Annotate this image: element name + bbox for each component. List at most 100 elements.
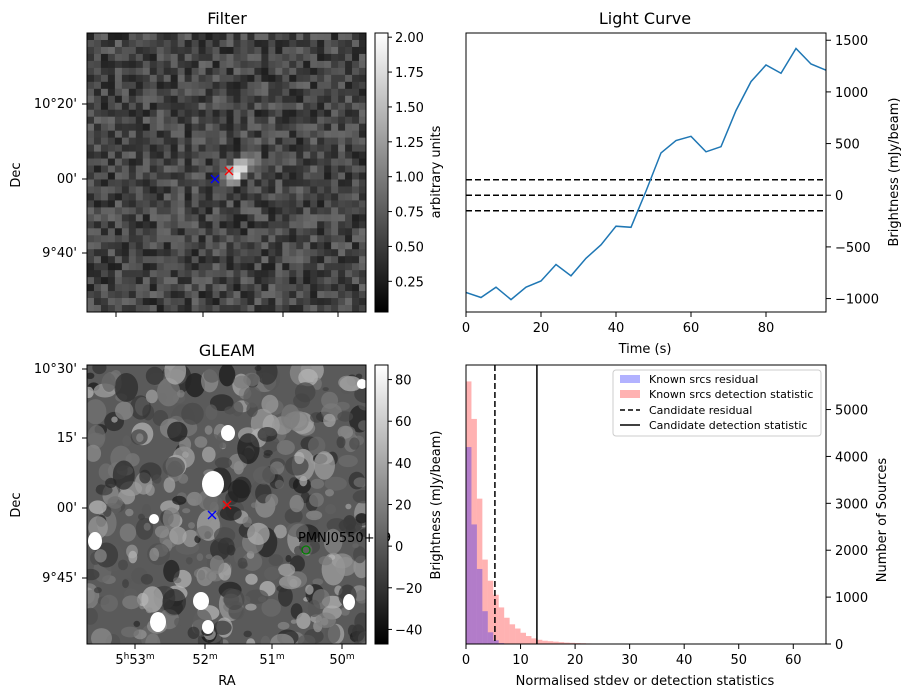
lightcurve-title: Light Curve [599,9,691,28]
colorbar-tick-label: −20 [395,582,422,597]
legend-entry: Known srcs detection statistic [649,388,813,401]
source-label: PMNJ0550+09 [298,531,391,546]
histogram-ytick-label: 2000 [835,544,868,559]
histogram-bar [515,628,521,644]
gleam-markers [207,500,232,520]
histogram-xtick-label: 60 [785,653,802,668]
filter-colorbar-ticks: 2.00 1.75 1.50 1.25 1.00 0.75 0.50 0.25 [388,31,424,290]
radio-source-blob [149,514,159,524]
histogram-bar [542,640,548,644]
legend-entry: Candidate residual [649,404,752,417]
radio-source-blob [343,594,355,610]
blue-x-marker [210,174,220,184]
histogram-xtick-label: 30 [621,653,638,668]
radio-source-blob [221,425,235,441]
gleam-xtick: 51m [259,652,284,668]
filter-ytick: 00' [57,172,77,187]
colorbar-tick-label: 60 [395,415,412,430]
histogram-xtick-label: 20 [567,653,584,668]
gleam-xtick: 5h53m [115,652,154,668]
histogram-xtick-label: 10 [512,653,529,668]
lightcurve-xtick-label: 0 [462,321,470,336]
gleam-xticks: 5h53m 52m 51m 50m [115,644,355,668]
histogram-bar [476,568,483,644]
histogram-bar [471,418,477,644]
histogram-bar [547,641,554,644]
legend-box [612,369,822,437]
histogram-bar [471,524,477,644]
lightcurve-threshold-lines [466,178,826,212]
histogram-ytick-label: 3000 [835,497,868,512]
histogram-bar [564,642,570,644]
histogram-xtick-label: 0 [462,653,470,668]
histogram-bar [553,641,559,644]
radio-source-blob [88,532,102,550]
gleam-ylabel: Dec [9,492,24,517]
histogram-bar [498,607,505,644]
histogram-ytick-label: 1000 [835,591,868,606]
filter-yticks: 10°20' 00' 9°40' [34,97,87,261]
colorbar-tick-label: 80 [395,374,412,389]
histogram-frame [465,364,827,645]
filter-ytick: 10°20' [34,97,77,112]
radio-source-blob [202,471,224,497]
histogram-ytick-label: 5000 [835,404,868,419]
histogram-bar [482,611,488,644]
colorbar-tick-label: 40 [395,457,412,472]
histogram-bar [482,559,488,644]
filter-colorbar [375,33,388,312]
histogram-xtick-label: 50 [730,653,747,668]
lightcurve-ytick-label: −500 [835,241,871,256]
histogram-bar [466,447,472,644]
colorbar-tick-label: 2.00 [395,31,424,46]
lightcurve-ytick-label: 1500 [835,34,868,49]
colorbar-tick-label: 1.50 [395,101,424,116]
histogram-legend: Known srcs residual Known srcs detection… [612,369,822,437]
gleam-ytick: 9°45' [42,571,77,586]
legend-swatch-residual [620,375,640,383]
lightcurve-ytick-label: −1000 [835,293,879,308]
histogram-bar [466,381,472,644]
histogram-yticks: 0 1000 2000 3000 4000 5000 [826,404,868,653]
radio-source-blob [202,620,214,634]
filter-panel: Filter 10°20' 00' 9°40' Dec 2.00 1.75 1.50… [9,9,444,317]
colorbar-tick-label: 0.50 [395,240,424,255]
colorbar-tick-label: 1.00 [395,171,424,186]
lightcurve-ytick-label: 0 [835,189,843,204]
histogram-xlabel: Normalised stdev or detection statistics [516,674,775,689]
gleam-colorbar-ticks: 80 60 40 20 0 −20 −40 [388,374,422,638]
lightcurve-panel: Light Curve 0 20 40 60 80 1500 1000 500 0 −500 −1… [462,9,902,357]
gleam-panel: GLEAM 10°30' 15' 00' 9°45' 5h53m 52m 51m… [9,341,444,689]
histogram-ytick-label: 0 [835,638,843,653]
histogram-bar [476,498,483,644]
colorbar-tick-label: 0.75 [395,206,424,221]
gleam-colorbar [375,365,388,644]
legend-entry: Candidate detection statistic [649,419,807,432]
gleam-ytick: 15' [57,431,77,446]
filter-ytick: 9°40' [42,246,77,261]
legend-swatch-detection [620,390,640,398]
lightcurve-frame [465,32,827,313]
red-x-marker [224,166,234,176]
histogram-bar [509,624,516,644]
radio-source-blob [150,612,166,632]
radio-source-blob [193,592,209,610]
histogram-bar [487,580,494,644]
filter-frame [86,32,367,313]
lightcurve-ytick-label: 1000 [835,86,868,101]
colorbar-tick-label: 0.25 [395,275,424,290]
filter-ylabel: Dec [9,162,24,187]
lightcurve-xtick-label: 60 [683,321,700,336]
gleam-frame [86,364,367,645]
filter-colorbar-label: arbitrary units [429,125,444,218]
histogram-bar [487,632,494,644]
legend-entry: Known srcs residual [649,373,758,386]
gleam-xtick: 50m [329,652,354,668]
gleam-title: GLEAM [199,341,255,360]
lightcurve-xtick-label: 80 [758,321,775,336]
filter-title: Filter [207,9,247,28]
histogram-xticks: 0 10 20 30 40 50 60 [462,644,802,668]
gleam-ytick: 10°30' [34,362,77,377]
histogram-ylabel: Number of Sources [875,458,890,583]
